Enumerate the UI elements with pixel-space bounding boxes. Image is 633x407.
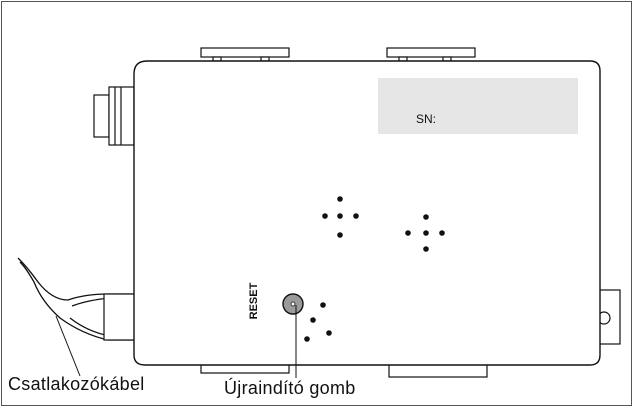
- cable-label: Csatlakozókábel: [8, 374, 145, 394]
- serial-number-panel: [378, 78, 578, 134]
- top-tab-left: [200, 47, 290, 62]
- sn-label: SN:: [416, 112, 437, 126]
- side-connector: [93, 86, 135, 146]
- led-cluster-left: [322, 196, 359, 238]
- device-body: [133, 60, 601, 366]
- reset-knob: [282, 293, 304, 315]
- top-tab-right: [386, 47, 476, 62]
- reset-button-label: Újraindító gomb: [224, 378, 356, 398]
- led-cluster-right: [405, 214, 445, 252]
- cable-gland: [103, 293, 137, 341]
- led-cluster-bottom: [304, 302, 332, 342]
- bottom-tab-right: [388, 363, 488, 378]
- reset-label: RESET: [248, 282, 260, 320]
- leader-cable: [55, 315, 81, 377]
